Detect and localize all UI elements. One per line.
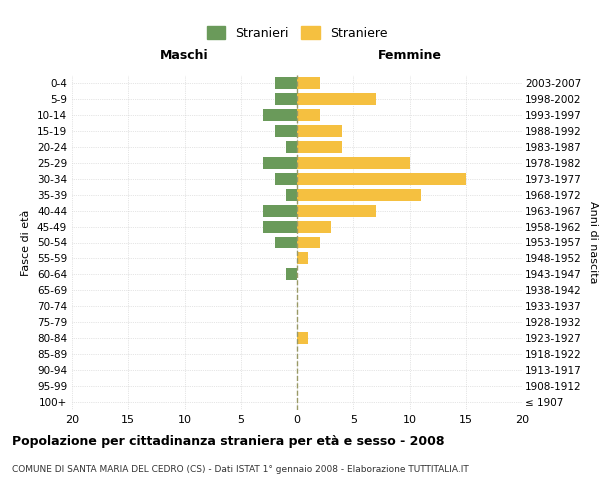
Bar xyxy=(275,236,297,248)
Bar xyxy=(297,93,376,105)
Y-axis label: Anni di nascita: Anni di nascita xyxy=(588,201,598,284)
Bar xyxy=(297,204,376,216)
Bar xyxy=(263,157,297,168)
Bar xyxy=(297,125,342,137)
Bar xyxy=(263,109,297,121)
Bar xyxy=(275,172,297,184)
Bar xyxy=(286,188,297,200)
Legend: Stranieri, Straniere: Stranieri, Straniere xyxy=(202,21,392,44)
Bar xyxy=(297,188,421,200)
Bar xyxy=(297,252,308,264)
Bar xyxy=(297,77,320,89)
Bar xyxy=(297,332,308,344)
Text: Femmine: Femmine xyxy=(377,49,442,62)
Y-axis label: Fasce di età: Fasce di età xyxy=(22,210,31,276)
Text: Maschi: Maschi xyxy=(160,49,209,62)
Bar xyxy=(297,236,320,248)
Bar xyxy=(297,220,331,232)
Text: Popolazione per cittadinanza straniera per età e sesso - 2008: Popolazione per cittadinanza straniera p… xyxy=(12,435,445,448)
Bar xyxy=(263,220,297,232)
Bar xyxy=(297,141,342,153)
Bar xyxy=(275,125,297,137)
Bar xyxy=(297,109,320,121)
Bar xyxy=(263,204,297,216)
Bar xyxy=(286,268,297,280)
Bar xyxy=(297,157,409,168)
Text: COMUNE DI SANTA MARIA DEL CEDRO (CS) - Dati ISTAT 1° gennaio 2008 - Elaborazione: COMUNE DI SANTA MARIA DEL CEDRO (CS) - D… xyxy=(12,465,469,474)
Bar xyxy=(297,172,466,184)
Bar xyxy=(286,141,297,153)
Bar xyxy=(275,93,297,105)
Bar xyxy=(275,77,297,89)
